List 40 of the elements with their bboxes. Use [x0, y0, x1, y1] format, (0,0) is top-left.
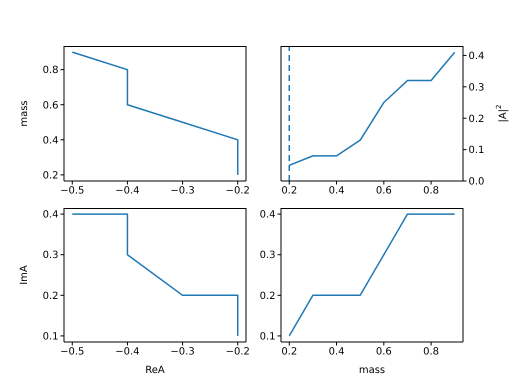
y2-tick-label: 0.4 [468, 50, 484, 62]
x-tick-label: −0.2 [226, 346, 250, 358]
y-tick-label: 0.2 [260, 290, 276, 302]
line-series [72, 213, 238, 337]
y-tick-label: 0.3 [42, 250, 58, 262]
x-tick-label: 0.8 [423, 346, 440, 358]
y-tick-label: 0.1 [260, 331, 276, 342]
y-axis-title: ImA [18, 265, 30, 285]
line-series [288, 213, 456, 337]
y-tick-label: 0.4 [42, 210, 58, 221]
y-tick-label: 0.8 [42, 65, 58, 76]
y-tick-label: 0.2 [42, 170, 58, 182]
y-axis-title: mass [18, 100, 30, 127]
x-tick-label: 0.4 [328, 186, 344, 197]
x-tick-label: −0.3 [170, 346, 195, 358]
y2-tick-label: 0.2 [468, 114, 484, 125]
y2-tick-label: 0.1 [468, 145, 484, 156]
x-tick-label: 0.2 [281, 346, 298, 358]
x-tick-label: 0.6 [376, 186, 392, 197]
x-axis-title: mass [358, 364, 386, 376]
y-tick-label: 0.6 [42, 100, 58, 112]
x-tick-label: 0.4 [328, 346, 344, 358]
x-tick-label: −0.4 [115, 186, 140, 197]
x-tick-label: 0.6 [376, 346, 392, 358]
y-tick-label: 0.4 [260, 210, 276, 221]
x-tick-label: −0.5 [60, 186, 84, 197]
y-tick-label: 0.3 [260, 250, 276, 262]
y-tick-label: 0.4 [42, 135, 58, 146]
y-tick-label: 0.2 [42, 290, 58, 302]
x-tick-label: 0.2 [281, 186, 298, 197]
x-tick-label: −0.5 [60, 346, 84, 358]
line-series [72, 51, 238, 176]
x-tick-label: 0.8 [423, 186, 440, 197]
y2-tick-label: 0.0 [468, 176, 484, 188]
x-tick-label: −0.3 [170, 186, 195, 197]
y-tick-label: 0.1 [42, 331, 58, 342]
x-tick-label: −0.2 [226, 186, 250, 197]
x-tick-label: −0.4 [115, 346, 140, 358]
y2-tick-label: 0.3 [468, 82, 484, 94]
x-axis-title: ReA [145, 364, 165, 376]
